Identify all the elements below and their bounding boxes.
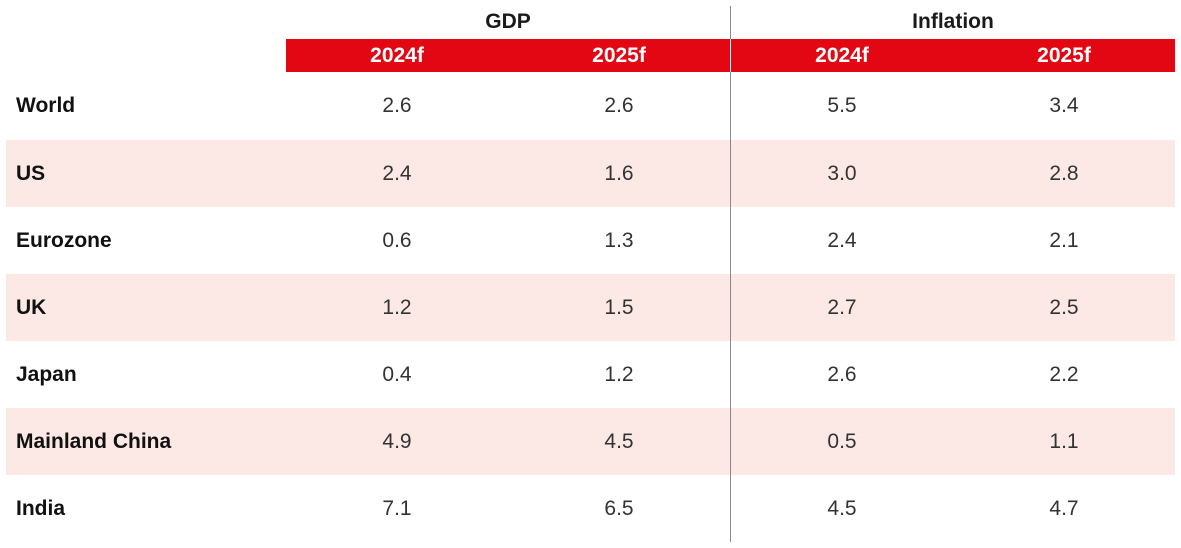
table-row: Mainland China 4.9 4.5 0.5 1.1 [6, 408, 1175, 475]
column-header-inflation-2024f: 2024f [815, 44, 869, 67]
header-divider [730, 39, 731, 72]
row-label: India [16, 497, 66, 520]
table-cell: 2.6 [604, 94, 634, 117]
table-row: UK 1.2 1.5 2.7 2.5 [6, 274, 1175, 341]
table-cell: 3.0 [827, 162, 857, 185]
group-title-inflation: Inflation [912, 10, 994, 33]
table-cell: 2.7 [827, 296, 857, 319]
column-header-gdp-2025f: 2025f [592, 44, 646, 67]
table-row: World 2.6 2.6 5.5 3.4 [6, 72, 1175, 139]
row-label: World [16, 94, 76, 117]
group-divider [730, 6, 731, 542]
table-cell: 2.8 [1049, 162, 1079, 185]
table-cell: 1.1 [1049, 430, 1079, 453]
row-label: UK [16, 296, 47, 319]
table-cell: 2.4 [382, 162, 412, 185]
table-cell: 0.6 [382, 229, 412, 252]
table-cell: 2.5 [1049, 296, 1079, 319]
table-cell: 2.6 [827, 363, 857, 386]
column-header-inflation-2025f: 2025f [1037, 44, 1091, 67]
group-title-gdp: GDP [485, 10, 531, 33]
table-cell: 0.5 [827, 430, 857, 453]
row-label: Mainland China [16, 430, 172, 453]
table-cell: 1.6 [604, 162, 634, 185]
table-cell: 2.4 [827, 229, 857, 252]
table-cell: 3.4 [1049, 94, 1079, 117]
table-cell: 0.4 [382, 363, 412, 386]
row-label: US [16, 162, 46, 185]
table-row: Japan 0.4 1.2 2.6 2.2 [6, 341, 1175, 408]
table-cell: 2.1 [1049, 229, 1079, 252]
table-row: India 7.1 6.5 4.5 4.7 [6, 475, 1175, 542]
row-label: Japan [16, 363, 77, 386]
row-label: Eurozone [16, 229, 112, 252]
table-cell: 1.3 [604, 229, 634, 252]
table-cell: 2.6 [382, 94, 412, 117]
table-row: US 2.4 1.6 3.0 2.8 [6, 140, 1175, 207]
table-cell: 5.5 [827, 94, 857, 117]
table-cell: 1.5 [604, 296, 634, 319]
table-cell: 1.2 [604, 363, 634, 386]
table-cell: 4.5 [604, 430, 634, 453]
column-header-gdp-2024f: 2024f [370, 44, 424, 67]
table-cell: 4.7 [1049, 497, 1079, 520]
table-cell: 4.5 [827, 497, 857, 520]
table-cell: 6.5 [604, 497, 634, 520]
table-cell: 4.9 [382, 430, 412, 453]
table-cell: 2.2 [1049, 363, 1079, 386]
table-cell: 1.2 [382, 296, 412, 319]
table-cell: 7.1 [382, 497, 412, 520]
table-row: Eurozone 0.6 1.3 2.4 2.1 [6, 207, 1175, 274]
